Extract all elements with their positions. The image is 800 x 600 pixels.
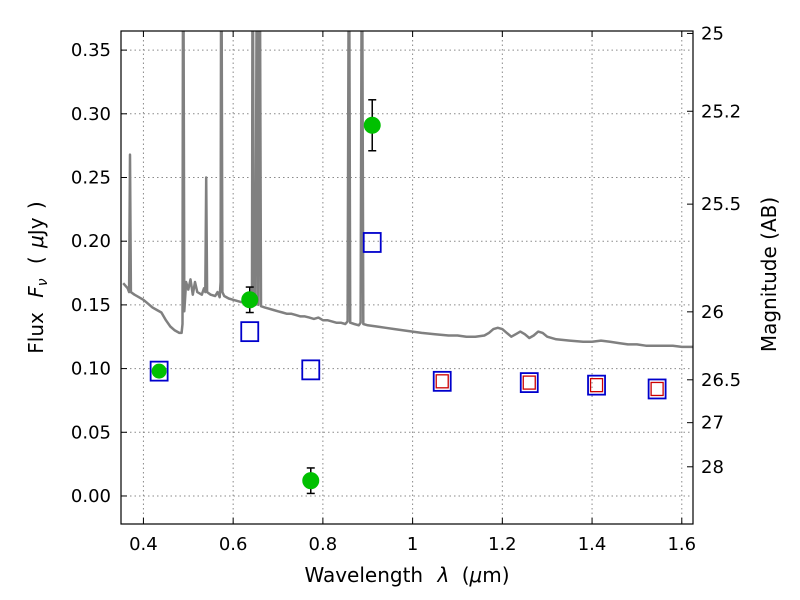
model-box-red (522, 375, 536, 390)
marker-layer (149, 99, 667, 495)
model-box-red (650, 381, 664, 397)
x-axis-title-word: Wavelength (304, 563, 423, 587)
x-tick-label: 1 (407, 534, 418, 555)
tick-layer: 0.4 0.6 0.8 1 1.2 1.4 1.6 0.00 0.05 0.10 0.15 0.20 0… (71, 23, 741, 555)
x-tick-label: 0.4 (129, 534, 158, 555)
y2-tick-label: 25.2 (701, 101, 741, 122)
y-axis-title-paren-close: ) (24, 201, 48, 209)
model-box-blue (519, 372, 539, 393)
y-tick-label: 0.15 (71, 295, 111, 316)
x-tick-label: 1.4 (578, 534, 607, 555)
y2-tick-label: 28 (701, 457, 724, 478)
y2-tick-label: 26.5 (701, 370, 741, 391)
model-box-blue (362, 232, 382, 253)
model-box-blue (301, 359, 321, 381)
x-tick-label: 0.6 (219, 534, 248, 555)
model-box-red (589, 377, 604, 393)
grid-layer (121, 31, 693, 524)
x-axis-title-mu: μ (469, 563, 483, 587)
x-tick-label: 1.6 (667, 534, 696, 555)
model-box-blue (587, 374, 606, 396)
x-axis-title-paren: ( (462, 563, 470, 587)
x-tick-label: 0.8 (309, 534, 338, 555)
y-axis-title-symbol: F (24, 286, 48, 298)
model-box-blue (240, 321, 260, 343)
y-tick-label: 0.30 (71, 104, 111, 125)
y-axis-title-mu: μ (24, 235, 48, 249)
model-box-blue (432, 370, 452, 392)
x-axis-title: Wavelength λ (μm) (304, 563, 509, 587)
x-axis-title-unit: m) (482, 563, 509, 587)
model-box-blue (647, 378, 667, 400)
y-tick-label: 0.00 (71, 486, 111, 507)
observed-point (151, 363, 167, 379)
y2-axis-title: Magnitude (AB) (757, 197, 781, 352)
y2-tick-label: 25 (701, 23, 724, 44)
y-tick-label: 0.05 (71, 422, 111, 443)
observed-point (241, 291, 259, 309)
y2-tick-label: 25.5 (701, 194, 741, 215)
plot-frame (120, 30, 694, 525)
y-axis-title: Flux Fν ( μJy ) (24, 201, 52, 353)
y2-tick-label: 26 (701, 302, 724, 323)
y-axis-title-unit: Jy (24, 217, 48, 237)
observed-point (302, 472, 320, 490)
y-tick-label: 0.35 (71, 40, 111, 61)
model-box-blue (149, 360, 169, 382)
x-axis-title-symbol: λ (436, 563, 449, 587)
y-tick-label: 0.25 (71, 167, 111, 188)
y-axis-title-subscript: ν (35, 278, 51, 286)
observed-point (363, 116, 381, 134)
y-axis-title-word: Flux (24, 312, 48, 354)
spectrum-layer (122, 31, 693, 349)
x-tick-label: 1.2 (488, 534, 517, 555)
y2-tick-label: 27 (701, 413, 724, 434)
model-spectrum-line (122, 31, 693, 349)
model-box-red (435, 374, 449, 389)
y-tick-label: 0.10 (71, 359, 111, 380)
y-axis-title-paren: ( (24, 256, 48, 264)
y-tick-label: 0.20 (71, 231, 111, 252)
